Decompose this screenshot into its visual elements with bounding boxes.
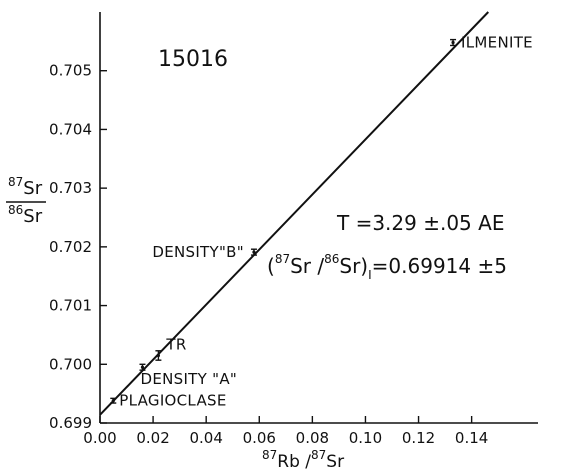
data-points: PLAGIOCLASE DENSITY "A" TR DENSITY"B" ILMENI… [110,34,533,410]
point-label: PLAGIOCLASE [119,392,226,410]
x-tick-label: 0.02 [136,429,169,447]
y-axis-label: 87Sr 86Sr [6,175,46,227]
y-axis-label-numerator: 87Sr [8,175,43,199]
point-marker [451,40,455,45]
point-marker [111,399,115,403]
point-label: ILMENITE [461,34,533,52]
point-marker [156,353,160,358]
point-marker [252,250,256,254]
x-tick-label: 0.06 [243,429,276,447]
x-tick-label: 0.14 [455,429,488,447]
data-point-density-a: DENSITY "A" [139,363,237,388]
y-tick-label: 0.703 [49,179,92,197]
annotation-age: T =3.29 ±.05 AE [336,211,504,235]
y-tick-label: 0.702 [49,238,92,256]
x-tick-label: 0.04 [189,429,222,447]
x-tick-label: 0.00 [83,429,116,447]
y-tick-label: 0.700 [49,355,92,373]
point-label: DENSITY"B" [152,243,244,261]
y-tick-label: 0.701 [49,297,92,315]
point-marker [140,365,145,369]
data-point-ilmenite: ILMENITE [450,34,533,52]
y-tick-label: 0.699 [49,414,92,432]
isochron-line [99,11,489,416]
x-axis-ticks: 0.00 0.02 0.04 0.06 0.08 0.10 0.12 0.14 [83,416,488,447]
data-point-density-b: DENSITY"B" [152,243,257,261]
sample-label: 15016 [158,47,228,72]
point-label: TR [165,335,186,353]
annotation-initial-ratio: (87Sr /86Sr)I=0.69914 ±5 [267,252,507,282]
plot-axes [99,12,538,424]
y-tick-label: 0.705 [49,62,92,80]
y-axis-label-denominator: 86Sr [8,203,43,227]
y-tick-label: 0.704 [49,120,92,138]
point-label: DENSITY "A" [140,370,237,388]
x-axis-label: 87Rb /87Sr [262,448,344,472]
data-point-tr: TR [155,335,186,361]
y-axis-ticks: 0.699 0.700 0.701 0.702 0.703 0.704 0.705 [49,62,107,432]
x-tick-label: 0.12 [402,429,435,447]
x-tick-label: 0.10 [349,429,382,447]
data-point-plagioclase: PLAGIOCLASE [110,392,226,410]
x-tick-label: 0.08 [296,429,329,447]
